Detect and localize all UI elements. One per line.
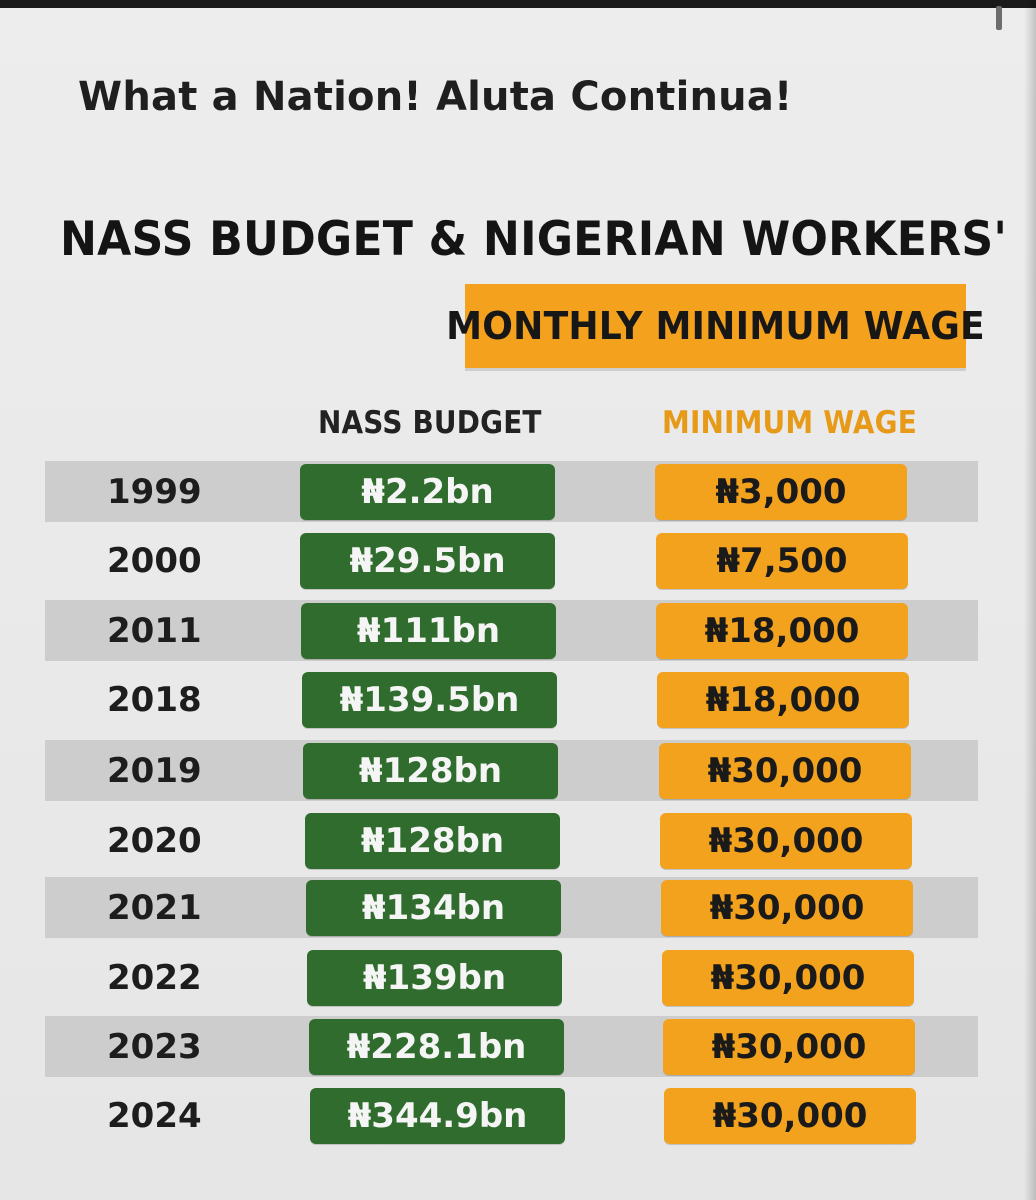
table-row: 2020 ₦128bn ₦30,000	[45, 810, 978, 871]
year-label: 2021	[107, 887, 202, 928]
chart-title: NASS BUDGET & NIGERIAN WORKERS'	[60, 212, 1008, 267]
year-label: 2024	[107, 1095, 202, 1136]
minimum-wage-value: ₦18,000	[656, 602, 908, 659]
nass-budget-value: ₦139.5bn	[302, 671, 557, 728]
nass-budget-value: ₦134bn	[306, 879, 561, 936]
table-row: 2019 ₦128bn ₦30,000	[45, 740, 978, 801]
minimum-wage-value: ₦7,500	[656, 532, 908, 589]
minimum-wage-value: ₦3,000	[655, 463, 907, 520]
screen-right-edge	[1024, 0, 1036, 1200]
table-row: 2021 ₦134bn ₦30,000	[45, 877, 978, 938]
year-label: 2022	[107, 957, 202, 998]
minimum-wage-value: ₦30,000	[659, 742, 911, 799]
table-row: 2023 ₦228.1bn ₦30,000	[45, 1016, 978, 1077]
minimum-wage-value: ₦18,000	[657, 671, 909, 728]
nass-budget-value: ₦111bn	[301, 602, 556, 659]
nass-budget-value: ₦139bn	[307, 949, 562, 1006]
year-label: 2023	[107, 1026, 202, 1067]
subtitle-text: MONTHLY MINIMUM WAGE	[446, 304, 985, 348]
screen-top-edge	[0, 0, 1036, 8]
year-label: 2019	[107, 750, 202, 791]
year-label: 2018	[107, 679, 202, 720]
year-label: 2020	[107, 820, 202, 861]
table-row: 2024 ₦344.9bn ₦30,000	[45, 1085, 978, 1146]
table-row: 2011 ₦111bn ₦18,000	[45, 600, 978, 661]
nass-budget-value: ₦228.1bn	[309, 1018, 564, 1075]
nass-budget-value: ₦344.9bn	[310, 1087, 565, 1144]
minimum-wage-value: ₦30,000	[662, 949, 914, 1006]
minimum-wage-column-header: MINIMUM WAGE	[662, 405, 918, 441]
nass-budget-value: ₦2.2bn	[300, 463, 555, 520]
headline: What a Nation! Aluta Continua!	[78, 74, 793, 120]
minimum-wage-value: ₦30,000	[664, 1087, 916, 1144]
screen-notch	[996, 6, 1002, 30]
minimum-wage-value: ₦30,000	[660, 812, 912, 869]
subtitle-box: MONTHLY MINIMUM WAGE	[446, 284, 985, 368]
table-row: 1999 ₦2.2bn ₦3,000	[45, 461, 978, 522]
nass-budget-value: ₦128bn	[305, 812, 560, 869]
year-label: 2011	[107, 610, 202, 651]
year-label: 1999	[107, 471, 202, 512]
table-row: 2022 ₦139bn ₦30,000	[45, 947, 978, 1008]
minimum-wage-value: ₦30,000	[663, 1018, 915, 1075]
nass-budget-value: ₦29.5bn	[300, 532, 555, 589]
table-row: 2018 ₦139.5bn ₦18,000	[45, 669, 978, 730]
nass-budget-value: ₦128bn	[303, 742, 558, 799]
nass-budget-column-header: NASS BUDGET	[318, 405, 542, 441]
minimum-wage-value: ₦30,000	[661, 879, 913, 936]
table-row: 2000 ₦29.5bn ₦7,500	[45, 530, 978, 591]
year-label: 2000	[107, 540, 202, 581]
